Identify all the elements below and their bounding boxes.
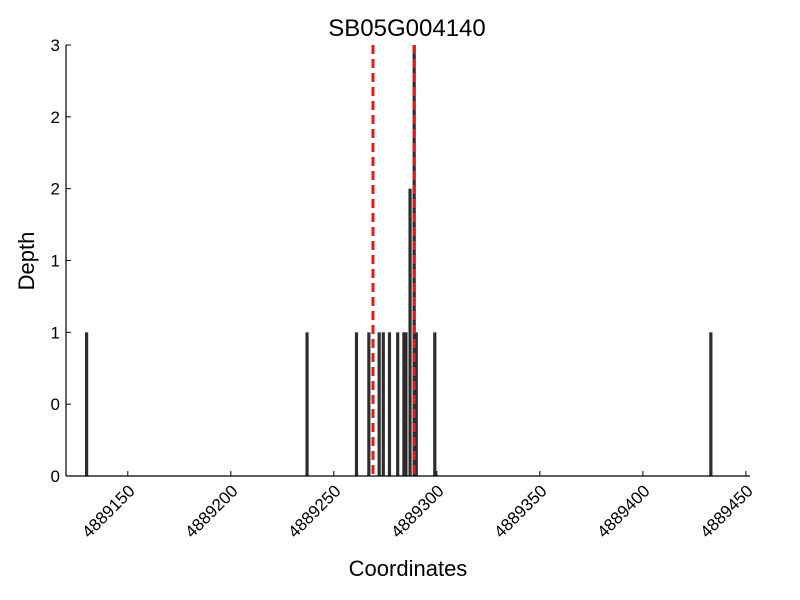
y-axis-label: Depth: [14, 232, 39, 291]
y-ticks: 0 0 1 1 2 2 3: [51, 36, 71, 486]
y-tick-label: 1: [51, 323, 60, 342]
chart-title: SB05G004140: [328, 15, 485, 42]
depth-bar: [354, 332, 359, 476]
depth-bar: [367, 332, 371, 476]
depth-bar: [305, 332, 309, 476]
depth-bar: [396, 332, 400, 476]
x-axis-label: Coordinates: [349, 556, 468, 581]
depth-bar: [85, 332, 89, 476]
depth-bar: [387, 332, 392, 476]
y-tick-label: 2: [51, 180, 60, 199]
depth-bar: [404, 332, 408, 476]
x-tick-label: 4889250: [284, 481, 344, 541]
x-tick-label: 4889150: [78, 481, 138, 541]
x-tick-label: 4889400: [593, 481, 653, 541]
y-tick-label: 0: [51, 395, 60, 414]
depth-bar: [377, 332, 381, 476]
y-tick-label: 1: [51, 252, 60, 271]
depth-bar: [402, 332, 406, 476]
y-tick-label: 3: [51, 36, 60, 55]
depth-bar: [414, 332, 418, 476]
x-ticks: 4889150 4889200 4889250 4889300 4889350 48894…: [78, 471, 757, 542]
depth-bar: [381, 332, 385, 476]
x-tick-label: 4889300: [387, 481, 447, 541]
x-tick-label: 4889350: [490, 481, 550, 541]
y-tick-label: 2: [51, 108, 60, 127]
y-tick-label: 0: [51, 467, 60, 486]
depth-bar: [408, 188, 412, 476]
reference-lines-layer: [371, 45, 416, 476]
depth-bar: [709, 332, 713, 476]
bars-layer: [85, 45, 713, 476]
depth-bar: [433, 332, 437, 476]
x-tick-label: 4889200: [181, 481, 241, 541]
x-tick-label: 4889450: [696, 481, 756, 541]
